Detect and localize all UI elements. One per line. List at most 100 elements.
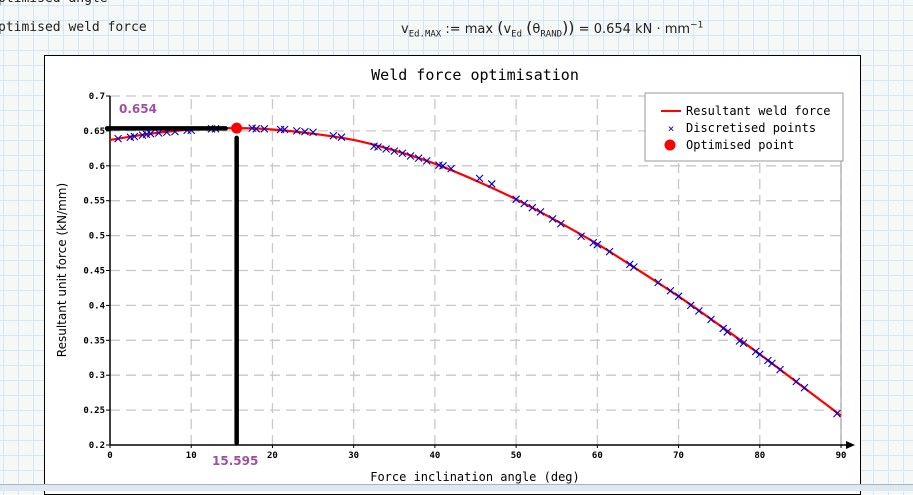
legend: Resultant weld force × Discretised point… — [644, 92, 844, 162]
legend-dot-icon — [664, 139, 676, 151]
discretised-point-marker — [707, 315, 715, 324]
discretised-point-marker — [686, 301, 695, 310]
equation-lhs: v — [401, 22, 409, 37]
chart-title: Weld force optimisation — [371, 66, 579, 84]
optimum-marker-lines — [104, 126, 239, 446]
discretised-point-marker — [487, 180, 496, 188]
discretised-point-marker — [556, 219, 565, 228]
discretised-point-marker — [252, 124, 261, 133]
discretised-point-marker — [337, 133, 346, 142]
discretised-point-marker — [154, 129, 163, 137]
discretised-point-marker — [792, 377, 801, 386]
x-tick-label: 40 — [429, 451, 440, 461]
optimised-angle-label: ptimised angle — [0, 0, 108, 6]
discretised-point-marker — [764, 356, 772, 365]
discretised-point-marker — [739, 339, 748, 347]
equation-inner-v: v — [503, 22, 512, 37]
scroll-strip[interactable] — [0, 484, 913, 491]
discretised-point-marker — [390, 147, 399, 156]
discretised-point-marker — [512, 195, 520, 204]
discretised-point-marker — [260, 124, 269, 133]
x-tick-label: 20 — [267, 451, 278, 461]
equation-assign: := max — [441, 22, 498, 37]
x-axis-arrow-icon — [846, 441, 855, 449]
discretised-point-marker — [755, 350, 764, 359]
legend-item-optimised: Optimised point — [686, 138, 794, 152]
legend-x-marker-icon: × — [668, 122, 675, 135]
discretised-point-marker — [751, 347, 760, 356]
equation-theta: θ — [532, 22, 541, 37]
optimised-point — [231, 122, 243, 134]
discretised-point-marker — [577, 232, 585, 241]
discretised-point-marker — [520, 199, 529, 208]
x-tick-label: 60 — [592, 451, 603, 461]
discretised-point-marker — [528, 203, 537, 212]
discretised-point-marker — [735, 337, 744, 345]
resultant-curve — [109, 127, 842, 417]
discretised-point-marker — [374, 143, 382, 151]
discretised-point-marker — [439, 161, 447, 170]
y-tick-label: 0.7 — [89, 92, 105, 102]
discretised-point-marker — [398, 149, 407, 158]
x-tick-label: 30 — [348, 451, 359, 461]
discretised-point-marker — [674, 292, 683, 301]
y-tick-label: 0.45 — [83, 267, 105, 277]
discretised-point-marker — [800, 383, 809, 392]
discretised-point-marker — [605, 247, 614, 256]
discretised-point-marker — [382, 145, 391, 153]
discretised-point-marker — [301, 127, 309, 136]
discretised-point-marker — [536, 207, 545, 216]
y-marker-label: 0.654 — [119, 102, 157, 116]
discretised-point-marker — [723, 328, 732, 336]
y-tick-label: 0.2 — [89, 441, 105, 451]
discretised-point-marker — [292, 127, 301, 135]
x-marker-label: 15.595 — [212, 454, 258, 468]
discretised-point-marker — [309, 128, 317, 137]
y-tick-label: 0.5 — [89, 232, 105, 242]
x-tick-label: 70 — [673, 451, 684, 461]
discretised-point-marker — [593, 240, 602, 249]
discretised-point-marker — [447, 164, 456, 173]
paren-open-inner: ( — [526, 18, 533, 37]
discretised-point-marker — [776, 365, 784, 374]
discretised-point-marker — [422, 157, 431, 165]
max-weld-force-equation: vEd.MAX := max (vEd (θRAND)) = 0.654 kN … — [401, 18, 703, 40]
discretised-point-marker — [146, 129, 155, 138]
y-tick-label: 0.4 — [89, 301, 106, 311]
discretised-point-marker — [654, 278, 663, 287]
x-tick-label: 80 — [754, 451, 765, 461]
y-tick-label: 0.6 — [89, 162, 105, 172]
discretised-point-marker — [694, 307, 703, 315]
equation-result: = 0.654 kN · mm — [574, 22, 691, 37]
axes — [106, 95, 855, 449]
y-tick-label: 0.55 — [83, 197, 105, 207]
y-tick-label: 0.3 — [89, 371, 105, 381]
y-axis-label: Resultant unit force (kN/mm) — [55, 183, 69, 357]
x-tick-label: 90 — [836, 451, 847, 461]
y-tick-label: 0.25 — [83, 406, 105, 416]
discretised-point-marker — [625, 260, 634, 269]
paren-open: ( — [497, 18, 504, 37]
equation-lhs-subscript: Ed.MAX — [408, 29, 442, 40]
x-axis-label: Force inclination angle (deg) — [370, 470, 580, 484]
equation-result-exponent: −1 — [690, 20, 704, 31]
discretised-point-marker — [475, 174, 484, 183]
resultant-weld-force-line — [109, 127, 842, 417]
discretised-point-marker — [329, 131, 338, 140]
y-tick-label: 0.65 — [83, 127, 105, 137]
discretised-point-marker — [548, 214, 557, 223]
discretised-point-marker — [666, 286, 675, 295]
discretised-point-marker — [114, 134, 123, 143]
legend-box — [644, 92, 844, 162]
legend-item-discretised: Discretised points — [686, 121, 816, 135]
discretised-point-marker — [406, 152, 415, 160]
discretised-point-marker — [589, 238, 598, 247]
x-tick-label: 50 — [511, 451, 522, 461]
equation-inner-v-subscript: Ed — [511, 29, 523, 40]
x-tick-label: 10 — [186, 451, 197, 461]
legend-item-resultant: Resultant weld force — [686, 104, 831, 118]
discretised-point-marker — [833, 409, 841, 418]
discretised-point-marker — [414, 154, 423, 163]
x-tick-label: 0 — [107, 451, 112, 461]
